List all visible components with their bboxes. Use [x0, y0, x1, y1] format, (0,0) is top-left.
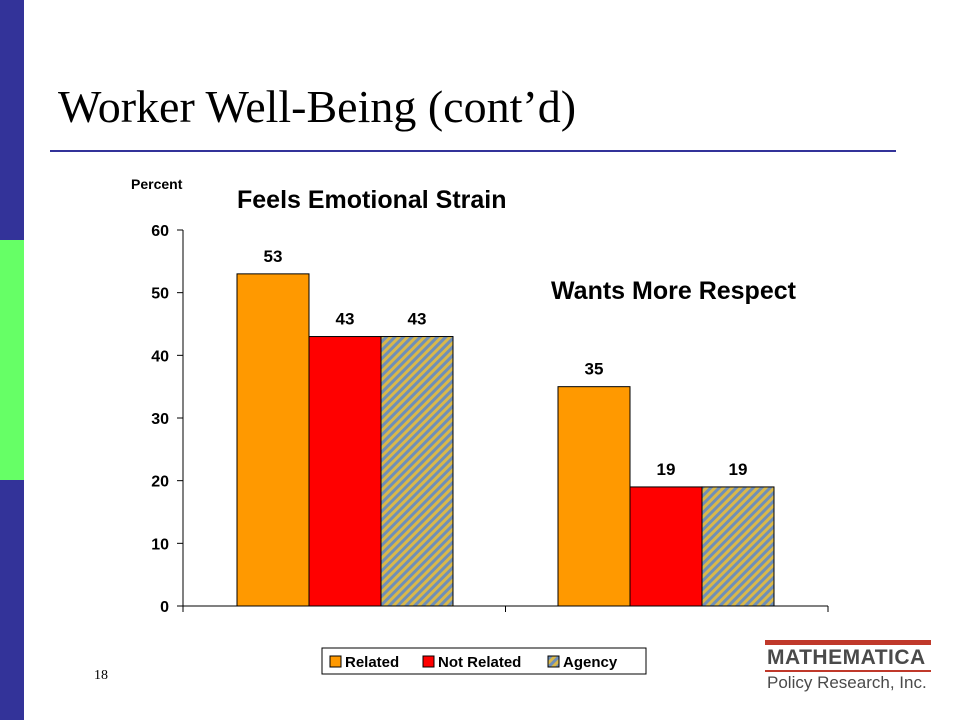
legend-swatch — [422, 655, 435, 668]
data-label: 19 — [729, 460, 748, 479]
title-underline — [50, 150, 896, 152]
slide-title: Worker Well-Being (cont’d) — [58, 81, 577, 132]
bar-agency — [380, 336, 454, 607]
bar-not-related — [629, 486, 703, 607]
y-tick-label: 10 — [151, 536, 169, 553]
slide-number: 18 — [94, 668, 108, 683]
legend-swatch — [547, 655, 560, 668]
legend-label: Agency — [563, 654, 618, 671]
logo-name: MATHEMATICA — [767, 646, 926, 669]
y-axis-title: Percent — [131, 176, 183, 192]
data-label: 19 — [657, 460, 676, 479]
category-label: Wants More Respect — [551, 277, 797, 305]
category-label: Feels Emotional Strain — [237, 186, 507, 214]
data-label: 43 — [336, 310, 355, 329]
mathematica-logo: MATHEMATICA Policy Research, Inc. — [765, 640, 931, 698]
bar-related — [557, 386, 631, 607]
bar-related — [236, 273, 310, 607]
y-tick-label: 60 — [151, 223, 169, 240]
y-tick-label: 40 — [151, 348, 169, 365]
legend-label: Related — [345, 654, 399, 671]
legend-box — [321, 647, 647, 675]
y-tick-label: 30 — [151, 411, 169, 428]
legend-swatch — [329, 655, 342, 668]
data-label: 35 — [585, 360, 604, 379]
bar-not-related — [308, 336, 382, 607]
left-accent-highlight — [0, 240, 24, 480]
y-tick-label: 50 — [151, 286, 169, 303]
legend-label: Not Related — [438, 654, 521, 671]
bar-agency — [701, 486, 775, 607]
data-label: 53 — [264, 247, 283, 266]
logo-mid-rule — [765, 670, 931, 672]
y-tick-label: 20 — [151, 474, 169, 491]
data-label: 43 — [408, 310, 427, 329]
y-tick-label: 0 — [160, 599, 169, 616]
logo-top-rule — [765, 640, 931, 645]
logo-subtitle: Policy Research, Inc. — [767, 673, 927, 692]
